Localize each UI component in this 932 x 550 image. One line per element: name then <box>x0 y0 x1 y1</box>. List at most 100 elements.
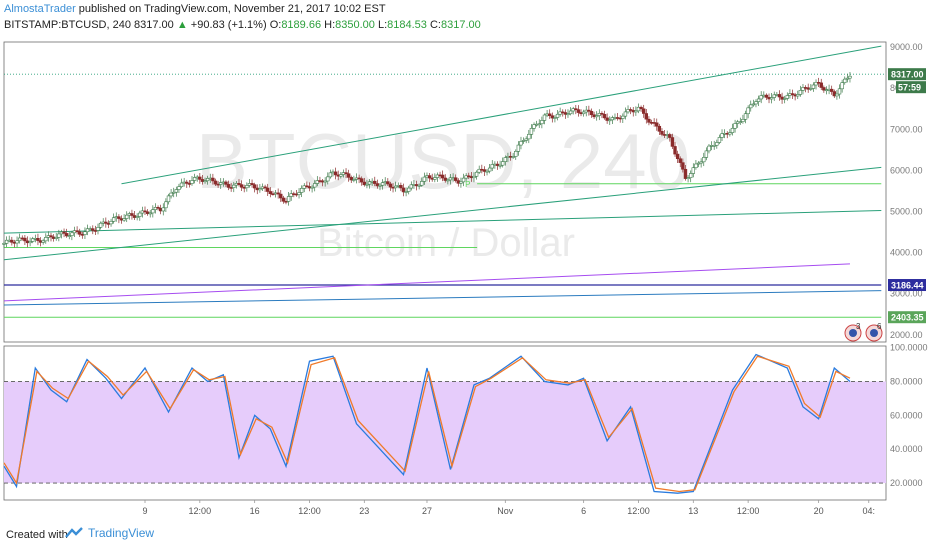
candle-body <box>125 214 129 219</box>
candle-body <box>135 216 139 218</box>
candle-body <box>258 188 262 191</box>
price-tick-label: 5000.00 <box>890 206 923 216</box>
candle-body <box>177 186 181 190</box>
time-axis: 9 12:00 16 12:00 23 27 Nov 6 12:00 13 12:00 20 04: <box>142 500 875 516</box>
candle-body <box>694 163 698 169</box>
candle-body <box>772 94 776 98</box>
candle-body <box>809 88 813 90</box>
candle-body <box>109 221 113 225</box>
candle-body <box>717 137 722 143</box>
candle-body <box>192 177 197 181</box>
candle-body <box>219 182 223 185</box>
time-tick-label: 12:00 <box>189 506 212 516</box>
candle-body <box>759 95 763 100</box>
price-tick-label: 6000.00 <box>890 165 923 175</box>
candle-body <box>621 115 625 119</box>
candle-body <box>286 196 291 202</box>
price-tick-label: 4000.00 <box>890 248 923 258</box>
candle-body <box>2 243 6 245</box>
candle-body <box>104 221 108 224</box>
candle-body <box>686 177 690 179</box>
price-axis-label-box <box>888 279 926 292</box>
candle-body <box>811 84 816 89</box>
candle-body <box>93 230 98 232</box>
time-tick-label: 16 <box>250 506 260 516</box>
candle-body <box>741 118 745 122</box>
countdown-label: 57:59 <box>898 83 921 93</box>
candle-body <box>10 239 14 243</box>
time-tick-label: 12:00 <box>627 506 650 516</box>
open-value: 8189.66 <box>281 19 322 31</box>
candle-body <box>239 184 244 188</box>
candle-body <box>503 157 508 162</box>
created-with-text: Created with <box>6 529 68 541</box>
candle-body <box>17 237 22 242</box>
candle-body <box>263 186 267 189</box>
candle-body <box>284 200 288 203</box>
candle-body <box>746 107 750 115</box>
tradingview-brand[interactable]: TradingView <box>64 526 154 540</box>
candle-body <box>550 115 555 119</box>
candle-body <box>749 104 753 109</box>
candle-body <box>673 146 677 155</box>
candle-body <box>407 187 411 192</box>
candle-body <box>409 184 414 189</box>
candle-body <box>555 113 560 118</box>
event-badge-count: 3 <box>856 322 861 331</box>
candle-body <box>474 171 479 177</box>
candle-body <box>814 81 818 86</box>
candle-body <box>683 168 688 179</box>
candle-body <box>594 115 599 118</box>
price-axis-label-box <box>888 311 926 324</box>
candle-body <box>237 183 241 185</box>
candle-body <box>738 121 743 123</box>
candle-body <box>232 184 236 188</box>
candle-body <box>602 114 607 119</box>
candle-body <box>422 176 427 182</box>
candle-body <box>600 112 604 115</box>
candle-body <box>386 181 390 185</box>
stochastic-pane[interactable]: 20.0000 40.0000 60.0000 80.0000 100.0000 <box>3 343 928 501</box>
candle-body <box>487 167 492 172</box>
candle-body <box>843 78 847 83</box>
candle-body <box>367 181 372 185</box>
candle-body <box>245 185 249 189</box>
candle-body <box>315 180 320 184</box>
stoch-tick-label: 20.0000 <box>890 478 923 488</box>
candle-body <box>720 133 724 138</box>
candle-body <box>313 183 317 188</box>
candle-body <box>482 169 487 172</box>
candle-body <box>707 145 711 152</box>
candle-body <box>164 201 168 209</box>
candle-body <box>70 232 74 236</box>
time-tick-label: 6 <box>581 506 586 516</box>
candle-body <box>516 144 521 152</box>
candle-body <box>78 231 82 235</box>
candle-body <box>605 117 609 121</box>
candle-body <box>36 238 40 241</box>
candle-body <box>678 158 682 163</box>
candle-body <box>485 170 489 173</box>
time-tick-label: 20 <box>814 506 824 516</box>
candle-body <box>435 174 440 178</box>
candle-body <box>339 174 343 177</box>
candle-body <box>576 109 581 113</box>
candle-body <box>688 173 693 178</box>
author-link[interactable]: AlmostaTrader <box>4 3 76 15</box>
tradingview-brand-text: TradingView <box>88 526 155 540</box>
candle-body <box>266 187 270 192</box>
candle-body <box>98 222 103 228</box>
candle-body <box>360 178 364 183</box>
candle-body <box>563 112 568 115</box>
candle-body <box>440 174 445 179</box>
candle-body <box>459 181 463 184</box>
candle-body <box>657 125 662 132</box>
candle-body <box>130 213 134 216</box>
stoch-tick-label: 40.0000 <box>890 444 923 454</box>
candle-body <box>289 193 293 197</box>
candle-body <box>198 176 202 180</box>
candle-body <box>832 91 837 97</box>
candle-body <box>427 175 432 179</box>
